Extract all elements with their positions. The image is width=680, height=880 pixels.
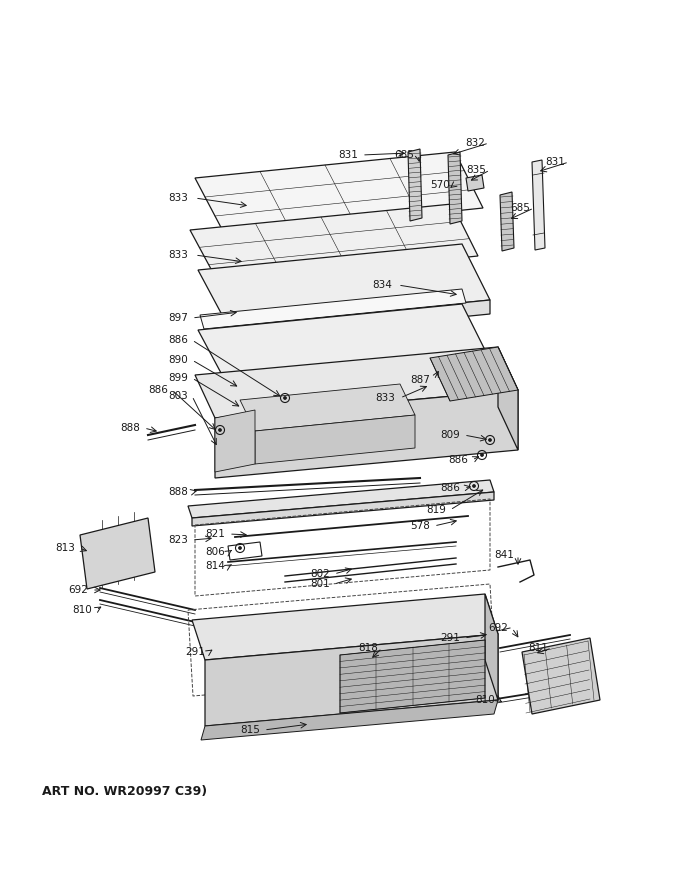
Text: 833: 833 xyxy=(375,393,395,403)
Circle shape xyxy=(473,485,475,488)
Text: 810: 810 xyxy=(72,605,92,615)
Text: 821: 821 xyxy=(205,529,225,539)
Text: 899: 899 xyxy=(168,373,188,383)
Text: 813: 813 xyxy=(55,543,75,553)
Polygon shape xyxy=(228,542,262,560)
Text: 685: 685 xyxy=(394,150,414,160)
Text: 835: 835 xyxy=(466,165,486,175)
Text: 886: 886 xyxy=(148,385,168,395)
Polygon shape xyxy=(485,594,498,700)
Text: 814: 814 xyxy=(205,561,225,571)
Polygon shape xyxy=(228,300,490,340)
Text: 815: 815 xyxy=(240,725,260,735)
Polygon shape xyxy=(240,384,415,431)
Polygon shape xyxy=(200,289,466,329)
Text: 692: 692 xyxy=(488,623,508,633)
Text: 834: 834 xyxy=(372,280,392,290)
Text: 578: 578 xyxy=(410,521,430,531)
Text: 801: 801 xyxy=(310,579,330,589)
Polygon shape xyxy=(198,244,490,326)
Polygon shape xyxy=(192,492,494,526)
Text: 833: 833 xyxy=(168,193,188,203)
Text: 890: 890 xyxy=(168,355,188,365)
Polygon shape xyxy=(532,160,545,250)
Text: 897: 897 xyxy=(168,313,188,323)
Text: 818: 818 xyxy=(358,643,378,653)
Polygon shape xyxy=(228,360,490,402)
Polygon shape xyxy=(522,638,600,714)
Text: 831: 831 xyxy=(545,157,565,167)
Text: 886: 886 xyxy=(168,335,188,345)
Polygon shape xyxy=(498,347,518,450)
Text: 692: 692 xyxy=(68,585,88,595)
Text: ART NO. WR20997 C39): ART NO. WR20997 C39) xyxy=(42,786,207,798)
Text: 831: 831 xyxy=(338,150,358,160)
Polygon shape xyxy=(430,347,518,401)
Polygon shape xyxy=(205,634,498,726)
Polygon shape xyxy=(408,149,422,221)
Polygon shape xyxy=(215,410,255,472)
Polygon shape xyxy=(195,347,518,418)
Text: 291: 291 xyxy=(440,633,460,643)
Polygon shape xyxy=(201,700,498,740)
Polygon shape xyxy=(500,192,514,251)
Text: 570: 570 xyxy=(430,180,449,190)
Polygon shape xyxy=(466,175,484,191)
Text: 810: 810 xyxy=(475,695,495,705)
Text: 886: 886 xyxy=(448,455,468,465)
Text: 806: 806 xyxy=(205,547,225,557)
Text: 809: 809 xyxy=(440,430,460,440)
Text: 888: 888 xyxy=(120,423,140,433)
Text: 886: 886 xyxy=(440,483,460,493)
Circle shape xyxy=(488,438,492,442)
Polygon shape xyxy=(255,415,415,464)
Polygon shape xyxy=(192,594,498,660)
Text: 803: 803 xyxy=(168,391,188,401)
Text: 833: 833 xyxy=(168,250,188,260)
Polygon shape xyxy=(188,480,494,518)
Text: 887: 887 xyxy=(410,375,430,385)
Polygon shape xyxy=(340,640,485,713)
Text: 832: 832 xyxy=(465,138,485,148)
Text: 291: 291 xyxy=(185,647,205,657)
Polygon shape xyxy=(198,304,490,386)
Circle shape xyxy=(239,546,241,549)
Text: 802: 802 xyxy=(310,569,330,579)
Text: 819: 819 xyxy=(426,505,446,515)
Text: 888: 888 xyxy=(168,487,188,497)
Circle shape xyxy=(284,397,286,400)
Text: 823: 823 xyxy=(168,535,188,545)
Circle shape xyxy=(481,453,483,457)
Circle shape xyxy=(218,429,222,431)
Polygon shape xyxy=(195,152,483,235)
Polygon shape xyxy=(215,390,518,478)
Text: 841: 841 xyxy=(494,550,514,560)
Polygon shape xyxy=(80,518,155,589)
Polygon shape xyxy=(190,204,478,282)
Text: 685: 685 xyxy=(510,203,530,213)
Polygon shape xyxy=(448,152,462,224)
Text: 811: 811 xyxy=(528,643,548,653)
